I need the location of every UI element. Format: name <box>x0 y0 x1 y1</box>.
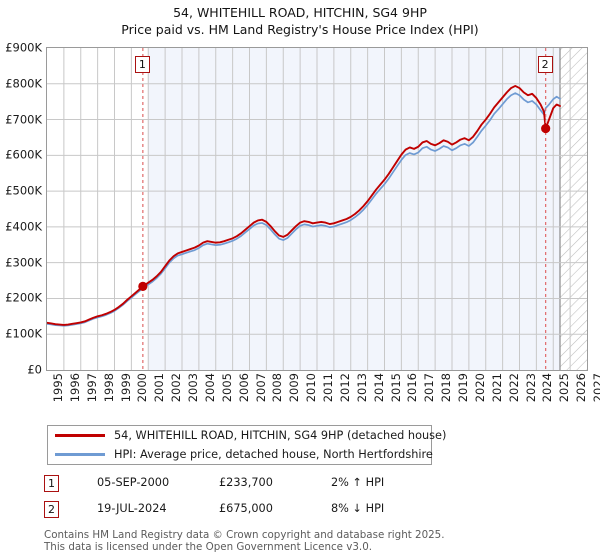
transaction-index-badge: 1 <box>44 475 59 492</box>
chart-legend: 54, WHITEHILL ROAD, HITCHIN, SG4 9HP (de… <box>47 425 446 465</box>
y-axis-tick-label: £800K <box>5 76 42 91</box>
y-axis-tick-label: £600K <box>5 147 42 162</box>
x-axis-tick-label: 2003 <box>186 373 200 403</box>
plot-marker-1: 1 <box>134 56 150 73</box>
x-axis-tick-label: 1995 <box>51 373 65 403</box>
page-subtitle: Price paid vs. HM Land Registry's House … <box>121 22 479 37</box>
chart-title-block: 54, WHITEHILL ROAD, HITCHIN, SG4 9HP Pri… <box>0 0 600 38</box>
y-axis-tick-label: £200K <box>5 290 42 305</box>
y-axis-tick-label: £500K <box>5 183 42 198</box>
x-axis-tick-label: 2001 <box>152 373 167 403</box>
plot-marker-2: 2 <box>537 56 553 73</box>
legend-item-label: HPI: Average price, detached house, Nort… <box>114 448 433 461</box>
legend-item: 54, WHITEHILL ROAD, HITCHIN, SG4 9HP (de… <box>48 426 446 445</box>
footer-line-2: This data is licensed under the Open Gov… <box>44 540 373 553</box>
x-axis-tick-label: 2004 <box>202 373 217 403</box>
x-axis-tick-label: 2007 <box>253 373 268 403</box>
x-axis-tick-label: 2026 <box>574 373 589 403</box>
y-axis-tick-label: £0 <box>27 362 42 377</box>
x-axis-tick-label: 2022 <box>506 373 521 403</box>
x-axis-tick-label: 1998 <box>101 373 116 403</box>
x-axis-tick-label: 2018 <box>439 373 454 403</box>
transaction-date: 05-SEP-2000 <box>97 476 170 489</box>
transaction-price: £233,700 <box>219 476 273 489</box>
legend-item: HPI: Average price, detached house, Nort… <box>48 445 433 464</box>
x-axis-tick-label: 2005 <box>219 373 234 403</box>
y-axis-tick-label: £100K <box>5 326 42 341</box>
transaction-hpi-delta: 2% ↑ HPI <box>331 476 385 489</box>
y-axis-tick-label: £900K <box>5 40 42 55</box>
transaction-row: 2 19-JUL-2024 £675,000 8% ↓ HPI <box>44 499 464 525</box>
x-axis-tick-label: 2012 <box>337 373 352 403</box>
x-axis-tick-label: 2024 <box>540 373 555 403</box>
x-axis-labels: 1995 1996 1997 1998 1999 2000 2001 2002 2003 2004… <box>46 373 600 413</box>
x-axis-tick-label: 2000 <box>135 373 150 403</box>
transaction-list: 1 05-SEP-2000 £233,700 2% ↑ HPI 2 19-JUL-2024… <box>44 473 464 525</box>
transaction-price: £675,000 <box>219 502 273 515</box>
x-axis-tick-label: 2017 <box>422 373 437 403</box>
x-axis-tick-label: 2014 <box>371 373 386 403</box>
transaction-hpi-delta: 8% ↓ HPI <box>331 502 385 515</box>
page-title: 54, WHITEHILL ROAD, HITCHIN, SG4 9HP <box>173 5 427 20</box>
x-axis-tick-label: 2023 <box>523 373 538 403</box>
transaction-row: 1 05-SEP-2000 £233,700 2% ↑ HPI <box>44 473 464 499</box>
plot-svg <box>47 48 587 370</box>
footer-line-1: Contains HM Land Registry data © Crown c… <box>44 529 445 541</box>
legend-color-swatch <box>55 453 105 456</box>
x-axis-tick-label: 2015 <box>388 373 403 403</box>
legend-color-swatch <box>55 434 105 437</box>
y-axis-tick-label: £700K <box>5 111 42 126</box>
x-axis-tick-label: 2027 <box>591 373 600 403</box>
x-axis-tick-label: 2025 <box>557 373 572 403</box>
y-axis-tick-label: £400K <box>5 219 42 234</box>
transaction-date: 19-JUL-2024 <box>97 502 167 515</box>
x-axis-tick-label: 2011 <box>321 373 335 403</box>
footer-attribution: Contains HM Land Registry data © Crown c… <box>44 529 564 553</box>
x-axis-tick-label: 1996 <box>67 373 82 403</box>
x-axis-tick-label: 2009 <box>287 373 302 403</box>
plot-area <box>46 47 588 371</box>
x-axis-tick-label: 2016 <box>405 373 420 403</box>
y-axis-labels: £0 £100K £200K £300K £400K £500K £600K £700K £80… <box>0 42 44 375</box>
x-axis-tick-label: 2010 <box>304 373 319 403</box>
x-axis-tick-label: 2008 <box>270 373 285 403</box>
x-axis-tick-label: 1997 <box>84 373 99 403</box>
x-axis-tick-label: 2019 <box>456 373 470 403</box>
x-axis-tick-label: 2006 <box>236 373 251 403</box>
legend-item-label: 54, WHITEHILL ROAD, HITCHIN, SG4 9HP (de… <box>114 429 447 442</box>
x-axis-tick-label: 2013 <box>354 373 369 403</box>
x-axis-tick-label: 2020 <box>472 373 487 403</box>
x-axis-tick-label: 1999 <box>118 373 133 403</box>
y-axis-tick-label: £300K <box>5 254 42 269</box>
x-axis-tick-label: 2002 <box>169 373 184 403</box>
transaction-index-badge: 2 <box>44 501 59 518</box>
x-axis-tick-label: 2021 <box>489 373 504 403</box>
